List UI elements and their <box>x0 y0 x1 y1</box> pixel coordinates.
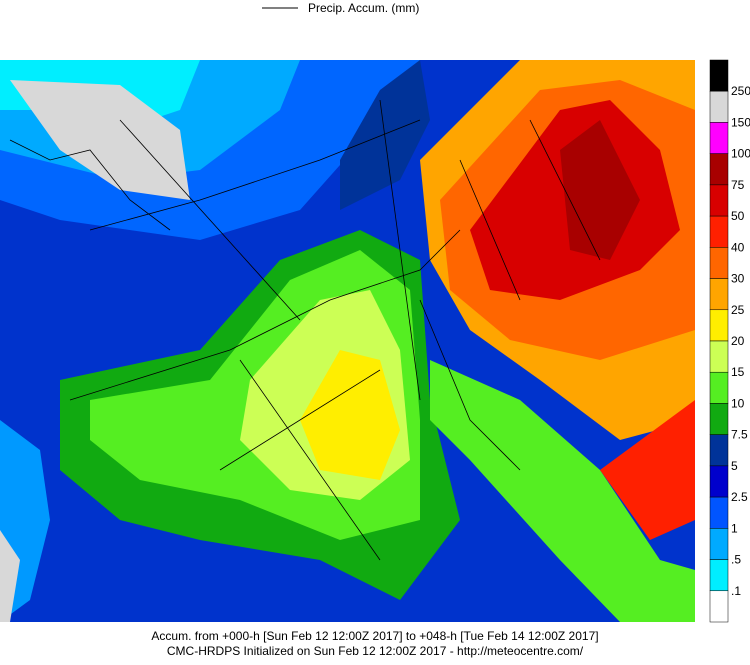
colorbar-label: 250 <box>731 84 750 98</box>
footer-line: CMC-HRDPS Initialized on Sun Feb 12 12:0… <box>167 644 584 658</box>
colorbar-swatch <box>709 247 729 279</box>
colorbar-label: 30 <box>731 272 745 286</box>
colorbar-swatch <box>709 403 729 435</box>
colorbar-swatch <box>709 496 729 529</box>
legend-label: Precip. Accum. (mm) <box>308 1 419 15</box>
colorbar-label: 50 <box>731 209 745 223</box>
colorbar-swatch <box>709 153 729 186</box>
colorbar-swatch <box>709 90 729 123</box>
colorbar-swatch <box>709 122 729 154</box>
colorbar-swatch <box>709 559 729 592</box>
colorbar-swatch <box>709 59 729 92</box>
colorbar-swatch <box>709 278 729 311</box>
colorbar-label: 20 <box>731 334 745 348</box>
colorbar-swatch <box>709 465 729 498</box>
colorbar-label: 25 <box>731 303 745 317</box>
colorbar-swatch <box>709 371 729 404</box>
colorbar-label: .1 <box>731 584 741 598</box>
colorbar-label: 75 <box>731 178 745 192</box>
colorbar-swatch <box>709 590 729 623</box>
colorbar-label: 15 <box>731 365 745 379</box>
footer-line: Accum. from +000-h [Sun Feb 12 12:00Z 20… <box>151 629 598 643</box>
colorbar: 250 150 100 75 50 40 30 25 20 15 10 7.5 5 2.5 1 .5 .1 <box>709 59 750 623</box>
colorbar-swatch <box>709 340 729 373</box>
colorbar-label: .5 <box>731 553 741 567</box>
colorbar-swatch <box>709 215 729 248</box>
colorbar-swatch <box>709 528 729 560</box>
colorbar-swatch <box>709 184 729 217</box>
colorbar-label: 5 <box>731 459 738 473</box>
colorbar-label: 1 <box>731 521 738 535</box>
colorbar-swatch <box>709 309 729 342</box>
precip-map <box>0 60 695 622</box>
colorbar-label: 100 <box>731 147 750 161</box>
colorbar-swatch <box>709 434 729 467</box>
colorbar-label: 150 <box>731 115 750 129</box>
colorbar-label: 7.5 <box>731 428 748 442</box>
colorbar-label: 2.5 <box>731 490 748 504</box>
colorbar-label: 40 <box>731 240 745 254</box>
colorbar-label: 10 <box>731 396 745 410</box>
